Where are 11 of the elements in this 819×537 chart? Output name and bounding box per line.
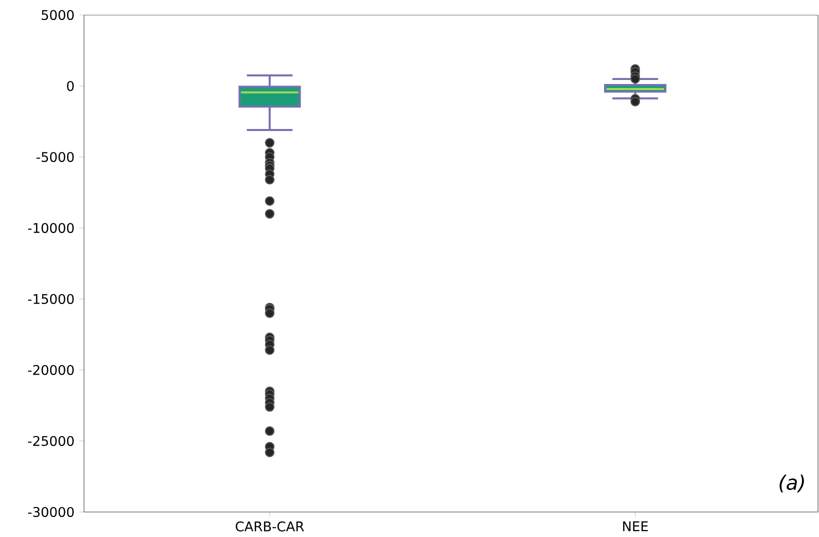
y-tick-label: -10000 xyxy=(28,222,74,234)
y-tick-label: -25000 xyxy=(28,436,74,446)
y-tick-label: -20000 xyxy=(28,364,74,376)
annotation: (a) xyxy=(780,474,804,492)
y-tick-label: 5000 xyxy=(42,10,74,20)
x-tick-label: CARB-CAR xyxy=(236,521,304,532)
y-tick-label: 0 xyxy=(67,80,74,92)
x-tick-label: NEE xyxy=(623,521,648,532)
y-tick-label: -30000 xyxy=(28,506,74,518)
y-tick-label: -15000 xyxy=(28,294,74,304)
y-tick-label: -5000 xyxy=(36,152,74,162)
